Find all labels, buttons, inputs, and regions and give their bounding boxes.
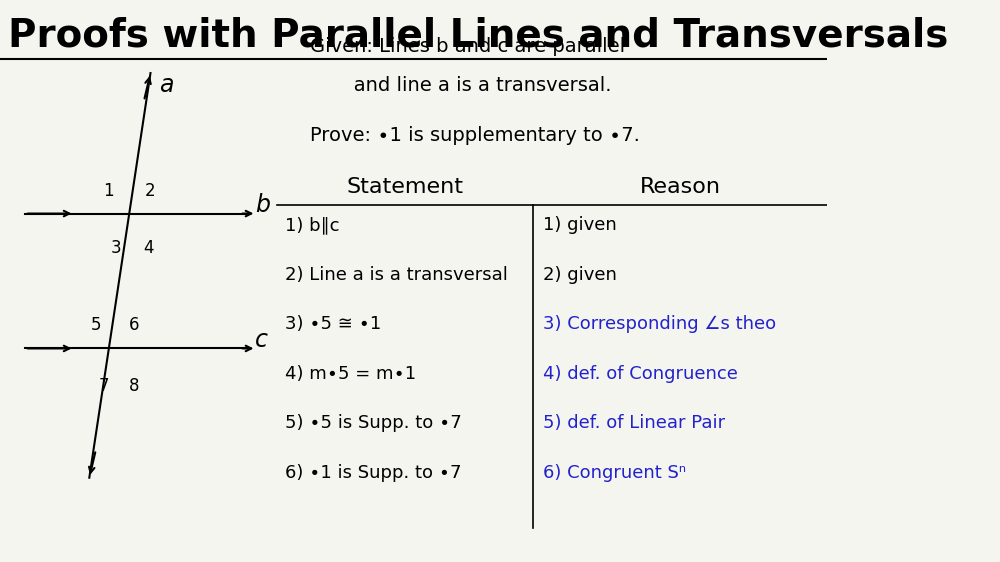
Text: Prove: ∙1 is supplementary to ∙7.: Prove: ∙1 is supplementary to ∙7. — [310, 126, 640, 146]
Text: Given: Lines b and c are parallel: Given: Lines b and c are parallel — [310, 37, 625, 56]
Text: 4) def. of Congruence: 4) def. of Congruence — [543, 365, 738, 383]
Text: 6) Congruent Sⁿ: 6) Congruent Sⁿ — [543, 464, 686, 482]
Text: 2) given: 2) given — [543, 266, 617, 284]
Text: 5) ∙5 is Supp. to ∙7: 5) ∙5 is Supp. to ∙7 — [285, 414, 462, 432]
Text: a: a — [159, 73, 173, 97]
Text: 3: 3 — [111, 239, 122, 257]
Text: 2) Line a is a transversal: 2) Line a is a transversal — [285, 266, 508, 284]
Text: 3) ∙5 ≅ ∙1: 3) ∙5 ≅ ∙1 — [285, 315, 382, 333]
Text: 6) ∙1 is Supp. to ∙7: 6) ∙1 is Supp. to ∙7 — [285, 464, 462, 482]
Text: 5: 5 — [91, 316, 102, 334]
Text: Reason: Reason — [640, 177, 721, 197]
Text: 4) m∙5 = m∙1: 4) m∙5 = m∙1 — [285, 365, 416, 383]
Text: b: b — [255, 193, 270, 217]
Text: 1) given: 1) given — [543, 216, 617, 234]
Text: Statement: Statement — [347, 177, 464, 197]
Text: 7: 7 — [99, 377, 109, 395]
Text: 6: 6 — [129, 316, 139, 334]
Text: c: c — [255, 328, 268, 352]
Text: Proofs with Parallel Lines and Transversals: Proofs with Parallel Lines and Transvers… — [8, 17, 949, 55]
Text: 5) def. of Linear Pair: 5) def. of Linear Pair — [543, 414, 725, 432]
Text: 2: 2 — [145, 182, 155, 200]
Text: and line a is a transversal.: and line a is a transversal. — [310, 76, 612, 95]
Text: 4: 4 — [143, 239, 154, 257]
Text: 3) Corresponding ∠s theo: 3) Corresponding ∠s theo — [543, 315, 776, 333]
Text: 1) b∥c: 1) b∥c — [285, 216, 340, 234]
Text: 1: 1 — [103, 182, 113, 200]
Text: 8: 8 — [129, 377, 139, 395]
